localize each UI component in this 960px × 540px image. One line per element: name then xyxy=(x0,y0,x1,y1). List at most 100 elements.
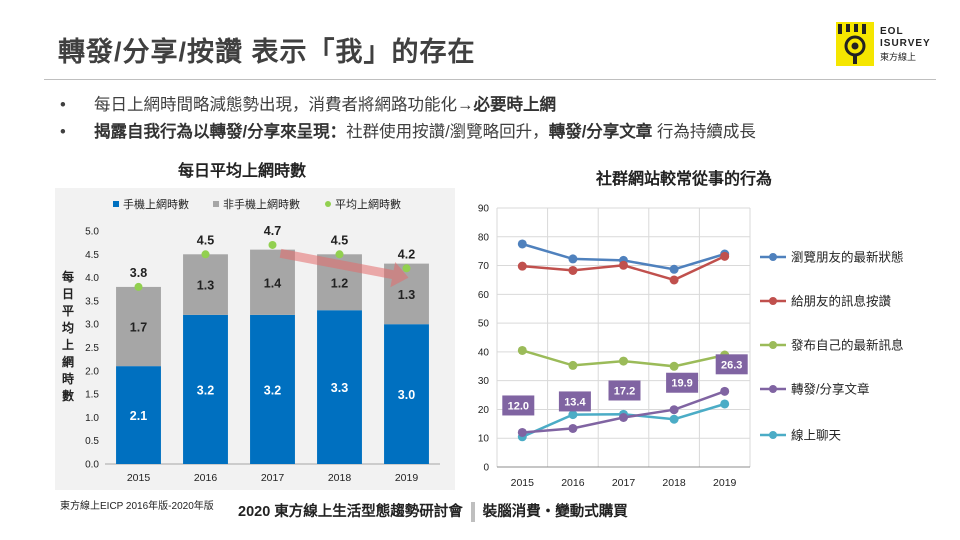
average-point xyxy=(134,282,143,291)
bar-value-label: 1.7 xyxy=(130,321,147,335)
series-point xyxy=(720,399,730,409)
y-tick-label: 60 xyxy=(478,290,490,301)
logo-line2: ISURVEY xyxy=(880,38,931,49)
y-tick-label: 1.5 xyxy=(85,390,99,401)
bar-value-label: 3.2 xyxy=(197,383,214,397)
bullet-marker: • xyxy=(60,96,66,114)
source-note: 東方線上EICP 2016年版-2020年版 xyxy=(60,501,214,512)
bar-segment xyxy=(317,310,362,464)
x-tick-label: 2018 xyxy=(662,477,686,489)
bar-value-label: 1.3 xyxy=(197,279,214,293)
y-tick-label: 90 xyxy=(478,204,490,215)
data-label-box xyxy=(715,354,748,375)
bar-segment xyxy=(250,314,295,464)
series-point xyxy=(669,275,679,285)
x-tick-label: 2019 xyxy=(395,472,419,484)
bullet-text: 社群使用按讚/瀏覽略回升， xyxy=(346,123,549,141)
series-point xyxy=(619,260,628,270)
bar-value-label: 3.0 xyxy=(398,388,415,402)
logo-line1: EOL xyxy=(880,26,904,37)
y-axis-label-char: 網 xyxy=(62,354,74,369)
y-tick-label: 3.5 xyxy=(85,296,99,307)
y-axis-label-char: 每 xyxy=(62,269,74,284)
footer-separator xyxy=(470,502,475,523)
bar-segment xyxy=(183,314,228,464)
y-axis-label-char: 上 xyxy=(62,337,74,352)
legend-marker xyxy=(325,201,331,207)
bullet-item: • 每日上網時間略減態勢出現，消費者將網路功能化→必要時上網 xyxy=(60,92,940,119)
bar-segment xyxy=(250,249,295,315)
bullet-text: 每日上網時間略減態勢出現，消費者將網路功能化 xyxy=(94,96,457,114)
trend-arrow xyxy=(279,248,409,288)
y-tick-label: 4.0 xyxy=(85,273,99,284)
series-point xyxy=(568,360,578,370)
footer: 2020 東方線上生活型態趨勢研討會 裝腦消費・變動式購買 xyxy=(238,500,628,523)
y-tick-label: 50 xyxy=(478,319,490,330)
x-tick-label: 2018 xyxy=(328,472,352,484)
bullet-list: • 每日上網時間略減態勢出現，消費者將網路功能化→必要時上網 • 揭露自我行為以轉發/… xyxy=(60,92,940,146)
average-value-label: 4.5 xyxy=(197,233,214,247)
y-tick-label: 40 xyxy=(478,347,490,358)
series-point xyxy=(517,261,527,271)
average-value-label: 4.2 xyxy=(398,247,415,261)
company-logo: EOL ISURVEY 東方線上 xyxy=(836,22,940,72)
legend-marker xyxy=(769,431,777,439)
bullet-text: 揭露自我行為以轉發/分享來呈現： xyxy=(94,123,347,141)
bar-value-label: 1.3 xyxy=(398,288,415,302)
series-point xyxy=(568,423,578,433)
bar-value-label: 1.4 xyxy=(264,276,281,290)
average-point xyxy=(268,240,277,249)
eye-logo-icon xyxy=(836,22,874,66)
bar-value-label: 2.1 xyxy=(130,409,147,423)
bullet-text: 必要時上網 xyxy=(473,96,557,114)
data-label-box xyxy=(558,391,591,412)
legend-marker xyxy=(769,341,777,349)
footer-event: 2020 東方線上生活型態趨勢研討會 xyxy=(238,504,463,520)
series-point xyxy=(568,265,578,275)
y-tick-label: 30 xyxy=(478,376,490,387)
bullet-text: 行為持續成長 xyxy=(652,123,756,141)
series-point xyxy=(669,361,679,371)
y-tick-label: 5.0 xyxy=(85,227,99,238)
bullet-text: → xyxy=(457,96,474,114)
series-point xyxy=(568,410,578,420)
y-tick-label: 10 xyxy=(478,434,490,445)
average-value-label: 4.5 xyxy=(331,233,348,247)
legend-label: 給朋友的訊息按讚 xyxy=(791,294,892,309)
y-tick-label: 70 xyxy=(478,261,490,272)
series-point xyxy=(517,427,527,437)
x-tick-label: 2019 xyxy=(713,477,737,489)
y-axis-label-char: 日 xyxy=(62,287,74,301)
footer-theme: 裝腦消費・變動式購買 xyxy=(482,504,628,520)
y-tick-label: 2.5 xyxy=(85,343,99,354)
title-divider xyxy=(44,79,936,80)
legend-marker xyxy=(769,253,777,261)
bullet-text: 轉發/分享文章 xyxy=(548,123,653,141)
legend-marker xyxy=(769,297,777,305)
bar-value-label: 1.2 xyxy=(331,276,348,290)
series-point xyxy=(568,254,578,264)
y-tick-label: 2.0 xyxy=(85,366,99,377)
legend-label: 非手機上網時數 xyxy=(223,197,300,211)
series-point xyxy=(517,239,527,249)
line-chart-title: 社群網站較常從事的行為 xyxy=(596,171,773,188)
x-tick-label: 2017 xyxy=(612,477,636,489)
x-tick-label: 2015 xyxy=(511,477,535,489)
x-tick-label: 2015 xyxy=(127,472,151,484)
bar-value-label: 3.2 xyxy=(264,383,281,397)
average-value-label: 4.7 xyxy=(264,224,281,238)
x-tick-label: 2016 xyxy=(561,477,585,489)
legend-label: 手機上網時數 xyxy=(123,197,189,211)
average-point xyxy=(402,264,411,273)
stacked-bar-chart: 0.00.51.01.52.02.53.03.54.04.55.0每日平均上網時… xyxy=(55,188,455,490)
y-axis-label-char: 數 xyxy=(62,388,74,403)
bar-value-label: 3.3 xyxy=(331,381,348,395)
logo-line3: 東方線上 xyxy=(880,52,917,62)
data-label-box xyxy=(608,380,641,401)
legend-label: 轉發/分享文章 xyxy=(791,382,869,397)
series-point xyxy=(619,356,628,366)
data-label: 26.3 xyxy=(721,359,742,371)
bar-segment xyxy=(384,324,429,464)
series-point xyxy=(619,413,628,423)
series-point xyxy=(669,414,679,424)
